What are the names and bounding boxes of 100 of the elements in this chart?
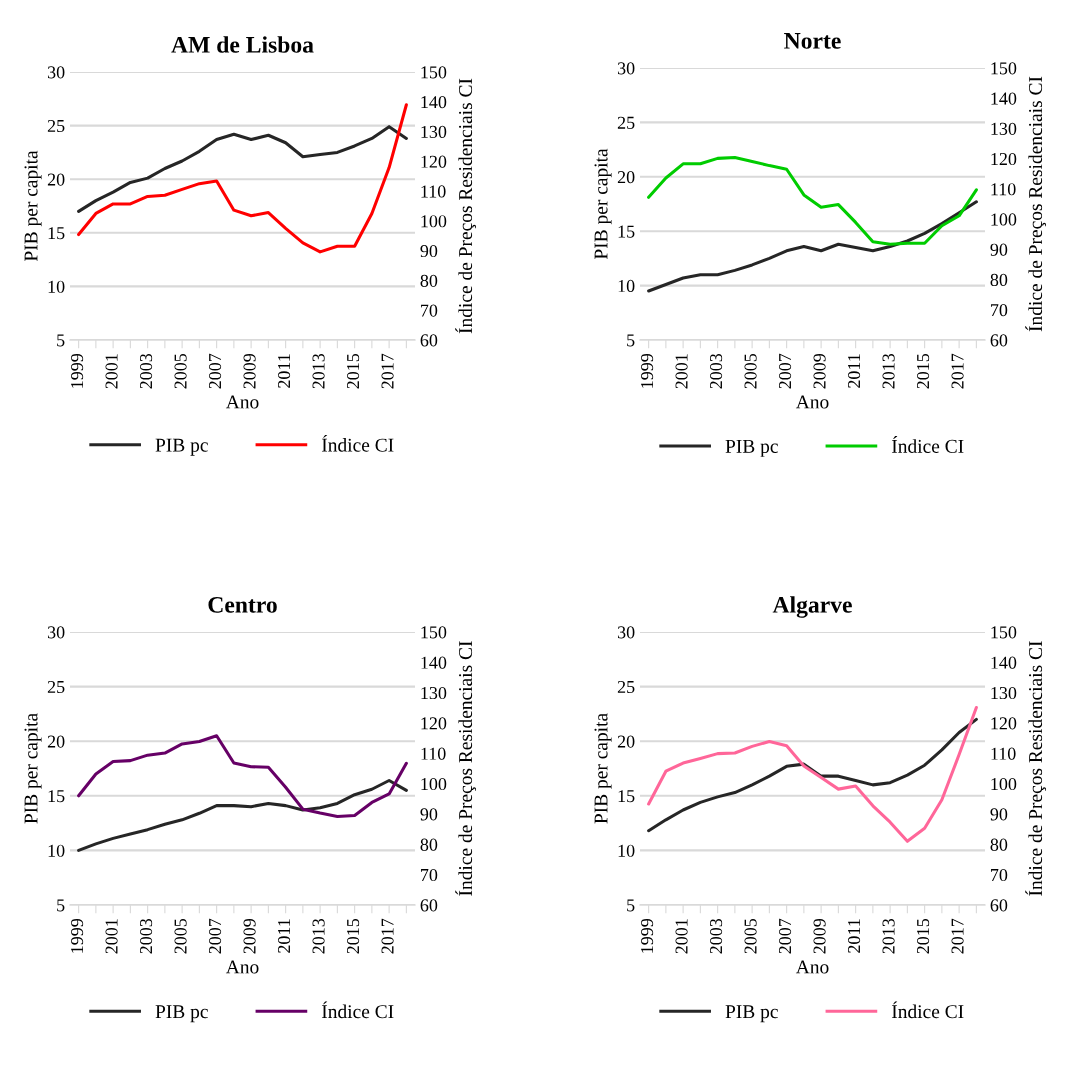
y-tick-label: 5 <box>627 334 635 347</box>
y2-tick-label: 150 <box>991 626 1017 639</box>
x-tick-label: 2007 <box>778 918 792 954</box>
y2-tick-label: 100 <box>421 777 447 791</box>
y-tick-label: 5 <box>627 899 635 912</box>
y2-tick-label: 80 <box>990 838 1008 851</box>
y2-tick-label: 60 <box>990 334 1008 347</box>
x-tick-label: 2011 <box>847 919 861 953</box>
x-tick-label: 2013 <box>312 918 325 954</box>
y-axis-title: PIB per capita <box>594 148 612 260</box>
x-axis-title: Ano <box>225 960 259 974</box>
y2-tick-label: 70 <box>991 868 1008 882</box>
y2-tick-label: 150 <box>991 62 1017 75</box>
y-tick-label: 20 <box>47 735 65 748</box>
x-tick-label: 2007 <box>778 353 792 389</box>
y-tick-label: 10 <box>48 844 65 857</box>
x-tick-label: 2005 <box>174 353 187 389</box>
legend-label: PIB pc <box>725 1005 778 1023</box>
legend-label: PIB pc <box>155 1005 208 1023</box>
x-tick-label: 2001 <box>105 919 118 954</box>
y2-tick-label: 110 <box>421 185 446 198</box>
x-tick-label: 2013 <box>882 918 895 954</box>
y2-tick-label: 90 <box>420 244 438 258</box>
y2-tick-label: 60 <box>420 334 438 347</box>
y2-tick-label: 80 <box>420 274 438 287</box>
y-tick-label: 5 <box>57 899 65 912</box>
y2-tick-label: 120 <box>421 717 447 730</box>
y2-tick-label: 120 <box>421 155 447 168</box>
y-tick-label: 30 <box>47 66 65 79</box>
x-tick-label: 2003 <box>139 353 153 389</box>
x-tick-label: 2015 <box>346 353 360 389</box>
legend-label: Índice CI <box>321 434 394 452</box>
line-series <box>77 125 408 213</box>
y-tick-label: 20 <box>617 171 635 184</box>
x-tick-label: 2013 <box>312 353 325 389</box>
line-series <box>77 778 408 852</box>
x-axis-title: Ano <box>795 395 829 409</box>
x-tick-label: 1999 <box>641 353 654 388</box>
y-tick-label: 25 <box>47 119 65 133</box>
x-tick-label: 2009 <box>813 918 826 954</box>
x-tick-label: 2001 <box>675 354 688 389</box>
y2-tick-label: 110 <box>991 747 1016 760</box>
y2-tick-label: 150 <box>421 66 447 79</box>
y2-tick-label: 140 <box>421 656 447 669</box>
y2-tick-label: 140 <box>991 656 1017 669</box>
y2-tick-label: 60 <box>990 899 1008 912</box>
y2-axis-title: Índice de Preços Residenciais CI <box>1025 76 1047 332</box>
y2-tick-label: 130 <box>421 125 447 138</box>
x-tick-label: 2009 <box>813 353 826 389</box>
legend-label: Índice CI <box>891 436 964 453</box>
x-tick-label: 2017 <box>951 353 964 389</box>
y2-tick-label: 70 <box>991 304 1008 317</box>
x-tick-label: 2003 <box>139 918 153 954</box>
x-tick-label: 2011 <box>847 354 861 388</box>
y2-axis-title: Índice de Preços Residenciais CI <box>455 78 477 334</box>
line-series <box>647 717 978 833</box>
x-tick-label: 1999 <box>71 918 84 953</box>
x-tick-label: 2003 <box>709 353 723 389</box>
y-tick-label: 15 <box>618 225 635 238</box>
y-tick-label: 10 <box>618 279 635 293</box>
x-tick-label: 2017 <box>951 918 964 954</box>
y2-tick-label: 60 <box>420 899 438 912</box>
y2-tick-label: 130 <box>991 122 1017 135</box>
y-tick-label: 5 <box>57 334 65 347</box>
y2-tick-label: 140 <box>421 96 447 109</box>
x-tick-label: 1999 <box>641 918 654 953</box>
x-tick-label: 2005 <box>174 918 187 954</box>
y-tick-label: 25 <box>47 680 65 694</box>
y2-tick-label: 120 <box>991 152 1017 166</box>
y2-tick-label: 140 <box>991 92 1017 105</box>
y2-axis-title: Índice de Preços Residenciais CI <box>1025 641 1047 896</box>
line-series <box>647 200 978 293</box>
x-tick-label: 2005 <box>744 918 757 954</box>
legend-label: Índice CI <box>321 1001 394 1019</box>
y2-tick-label: 120 <box>991 717 1017 730</box>
y2-tick-label: 100 <box>991 777 1017 791</box>
y2-axis-title: Índice de Preços Residenciais CI <box>455 641 477 896</box>
x-tick-label: 2001 <box>105 354 118 389</box>
y-axis-title: PIB per capita <box>24 150 42 262</box>
chart-title: AM de Lisboa <box>171 36 314 53</box>
y-tick-label: 25 <box>617 116 635 129</box>
legend-label: Índice CI <box>891 1001 964 1019</box>
y2-tick-label: 90 <box>420 808 438 821</box>
y-axis-title: PIB per capita <box>24 713 42 824</box>
chart-title: Algarve <box>772 596 852 618</box>
legend-label: PIB pc <box>155 438 208 456</box>
x-tick-label: 2017 <box>381 353 394 389</box>
x-tick-label: 2015 <box>916 918 930 954</box>
chart-title: Norte <box>784 33 841 49</box>
y2-tick-label: 90 <box>990 808 1008 821</box>
x-tick-label: 2017 <box>381 918 394 954</box>
chart-title: Centro <box>208 596 277 613</box>
y2-tick-label: 150 <box>421 626 447 639</box>
line-series <box>77 103 408 254</box>
y-tick-label: 30 <box>47 626 65 639</box>
y-tick-label: 25 <box>617 680 635 694</box>
y-tick-label: 30 <box>617 62 635 75</box>
line-series <box>647 706 978 843</box>
x-tick-label: 2015 <box>346 918 360 954</box>
x-tick-label: 2009 <box>243 353 256 389</box>
